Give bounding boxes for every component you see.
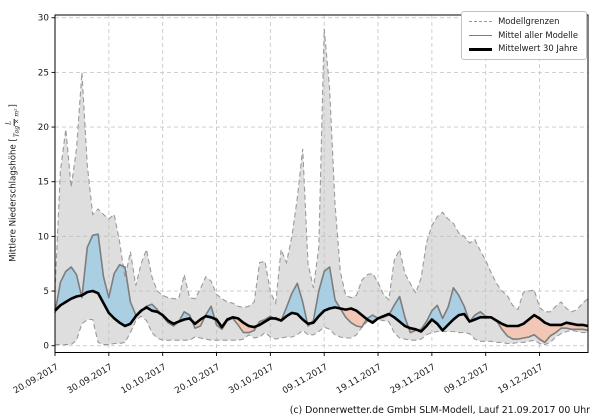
svg-text:20.10.2017: 20.10.2017 [173, 362, 222, 396]
legend-item-mittel-aller-modelle: Mittel aller Modelle [469, 29, 578, 41]
svg-text:09.12.2017: 09.12.2017 [443, 362, 492, 396]
svg-text:25: 25 [38, 68, 49, 78]
svg-text:30.10.2017: 30.10.2017 [227, 362, 276, 396]
svg-text:15: 15 [38, 178, 49, 188]
legend-item-mittelwert-30-jahre: Mittelwert 30 Jahre [469, 44, 578, 54]
svg-text:09.11.2017: 09.11.2017 [281, 362, 330, 396]
svg-text:29.11.2017: 29.11.2017 [389, 362, 438, 396]
svg-text:0: 0 [43, 342, 49, 352]
y-axis-label-text: Mittlere Niederschlagshöhe [ [9, 138, 19, 262]
svg-text:19.11.2017: 19.11.2017 [335, 362, 384, 396]
dashed-line-icon [469, 21, 493, 23]
svg-text:5: 5 [43, 287, 49, 297]
legend-item-modellgrenzen: Modellgrenzen [469, 16, 578, 27]
svg-text:30: 30 [38, 14, 50, 24]
svg-text:20.09.2017: 20.09.2017 [12, 362, 61, 396]
svg-text:20: 20 [38, 123, 50, 133]
svg-text:10.10.2017: 10.10.2017 [120, 362, 169, 396]
copyright-caption: (c) Donnerwetter.de GmbH SLM-Modell, Lau… [289, 405, 590, 416]
legend-label: Modellgrenzen [498, 16, 560, 26]
gray-line-icon [469, 34, 493, 36]
svg-text:30.09.2017: 30.09.2017 [66, 362, 115, 396]
black-line-icon [469, 47, 493, 51]
legend-label: Mittel aller Modelle [498, 29, 578, 40]
legend-label: Mittelwert 30 Jahre [498, 43, 578, 54]
svg-text:19.12.2017: 19.12.2017 [496, 362, 545, 396]
svg-text:10: 10 [38, 232, 50, 242]
y-axis-unit-fraction: L Tag × m² [5, 108, 21, 138]
legend: Modellgrenzen Mittel aller Modelle Mitte… [461, 11, 587, 60]
